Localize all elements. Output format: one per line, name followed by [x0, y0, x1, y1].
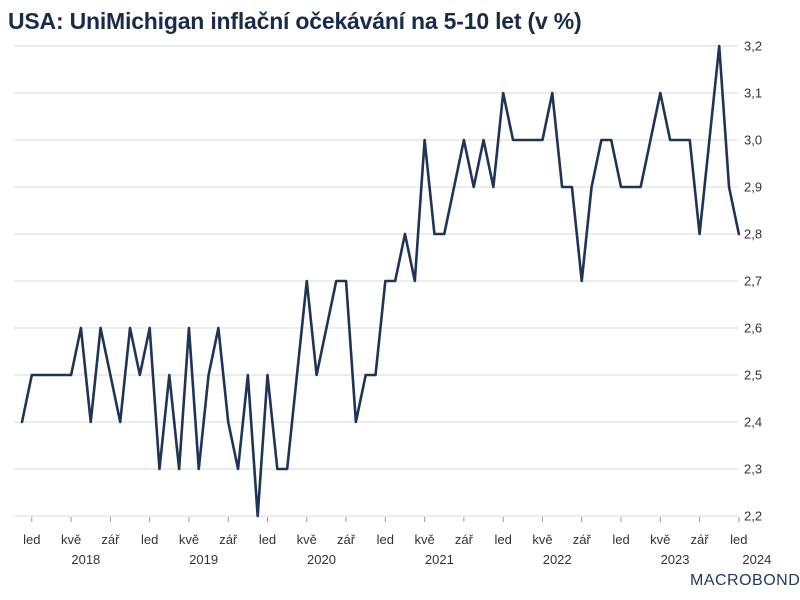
- macrobond-logo: MACROBOND: [690, 572, 800, 589]
- year-label: 2024: [742, 552, 771, 567]
- year-labels: 2018 2019 2020 2021 2022 2023 2024: [71, 552, 771, 567]
- x-tick-label: led: [377, 532, 394, 547]
- x-tick-label: led: [730, 532, 747, 547]
- x-tick-label: zář: [691, 532, 710, 547]
- y-tick-label: 2,5: [744, 368, 762, 383]
- x-tick-label: zář: [573, 532, 592, 547]
- x-tick-label: led: [612, 532, 629, 547]
- y-tick-label: 2,3: [744, 462, 762, 477]
- year-label: 2020: [307, 552, 336, 567]
- y-tick-label: 2,9: [744, 180, 762, 195]
- x-tick-label: led: [141, 532, 158, 547]
- x-tick-label: zář: [101, 532, 120, 547]
- x-tick-label: kvě: [297, 532, 317, 547]
- year-label: 2019: [189, 552, 218, 567]
- y-axis-ticks: 2,2 2,3 2,4 2,5 2,6 2,7 2,8 2,9 3,0 3,1 3,2: [744, 39, 762, 524]
- x-axis-ticks: led kvě zář led kvě zář led kvě zář led kvě zář led k…: [23, 517, 748, 547]
- x-tick-label: kvě: [415, 532, 435, 547]
- y-tick-label: 3,2: [744, 39, 762, 54]
- y-tick-label: 2,4: [744, 415, 762, 430]
- x-tick-label: kvě: [650, 532, 670, 547]
- series-line: [20, 44, 741, 518]
- y-tick-label: 2,6: [744, 321, 762, 336]
- x-tick-label: kvě: [532, 532, 552, 547]
- y-tick-label: 3,1: [744, 86, 762, 101]
- x-tick-label: kvě: [179, 532, 199, 547]
- x-tick-label: led: [495, 532, 512, 547]
- year-label: 2023: [661, 552, 690, 567]
- x-tick-label: led: [259, 532, 276, 547]
- grid-lines: [14, 45, 738, 517]
- year-label: 2018: [71, 552, 100, 567]
- y-tick-label: 2,7: [744, 274, 762, 289]
- x-tick-label: zář: [337, 532, 356, 547]
- y-tick-label: 2,2: [744, 509, 762, 524]
- x-tick-label: zář: [219, 532, 238, 547]
- chart-title: USA: UniMichigan inflační očekávání na 5…: [8, 8, 582, 34]
- x-tick-label: zář: [455, 532, 474, 547]
- x-tick-label: kvě: [61, 532, 81, 547]
- y-tick-label: 3,0: [744, 133, 762, 148]
- y-tick-label: 2,8: [744, 227, 762, 242]
- x-tick-label: led: [23, 532, 40, 547]
- year-label: 2022: [543, 552, 572, 567]
- year-label: 2021: [425, 552, 454, 567]
